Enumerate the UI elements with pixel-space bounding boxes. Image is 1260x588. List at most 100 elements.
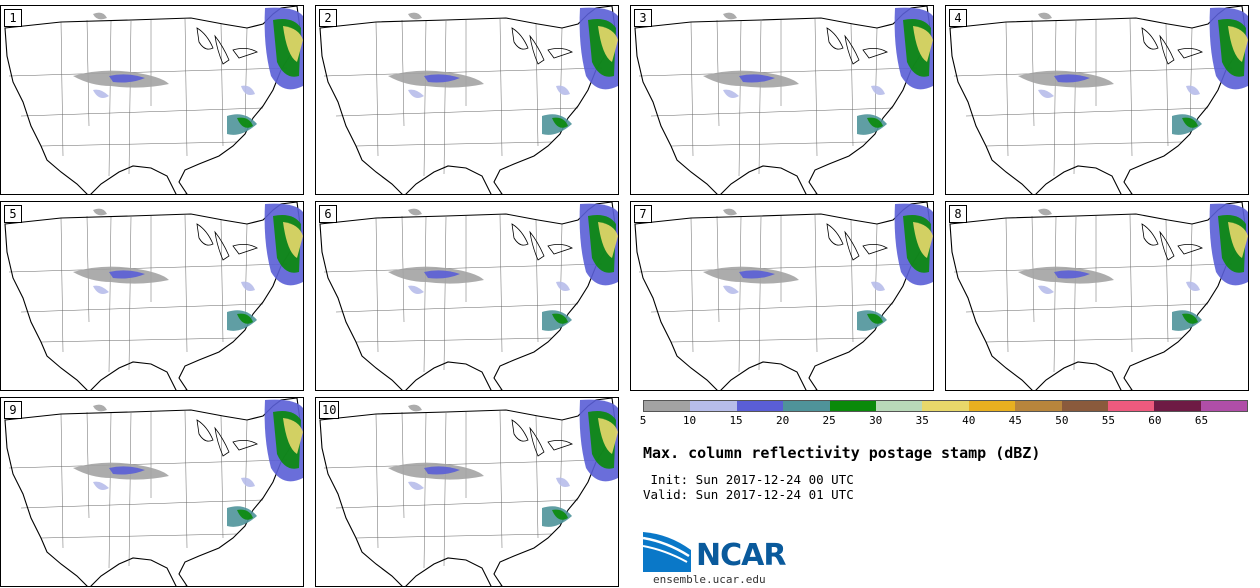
colorbar-swatch [644, 401, 691, 411]
state-boundary [985, 141, 1183, 147]
colorbar-swatch [1154, 401, 1201, 411]
state-boundary [20, 107, 264, 117]
reflectivity-echo [93, 404, 107, 412]
state-boundary [220, 415, 224, 539]
state-boundary [965, 303, 1209, 313]
colorbar-swatch [922, 401, 969, 411]
panel-label: 9 [4, 401, 22, 419]
state-boundary [1005, 217, 1009, 353]
reflectivity-echo [867, 117, 883, 128]
state-boundary [535, 23, 539, 147]
state-boundary [1053, 20, 1057, 177]
state-boundary [850, 219, 854, 343]
reflectivity-echo [598, 418, 618, 454]
colorbar-tick-label: 10 [682, 414, 697, 427]
country-outline [949, 6, 1247, 194]
reflectivity-echo [109, 74, 145, 83]
panel-label: 5 [4, 205, 22, 223]
state-boundary [8, 459, 288, 469]
country-outline [4, 398, 302, 586]
map-canvas [4, 398, 303, 586]
state-boundary [814, 214, 818, 353]
state-boundary [1005, 21, 1009, 157]
reflectivity-echo [1228, 222, 1248, 258]
panel-label: 2 [319, 9, 337, 27]
colorbar-tick-label: 25 [822, 414, 836, 427]
colorbar-swatch [1107, 401, 1155, 411]
state-boundary [220, 219, 224, 343]
reflectivity-echo [241, 281, 255, 291]
state-boundary [128, 412, 132, 567]
state-boundary [184, 410, 188, 549]
ncar-logo-icon [643, 532, 691, 572]
map-panel-10: 10 [315, 397, 619, 587]
reflectivity-echo [93, 285, 109, 294]
state-boundary [108, 216, 112, 373]
reflectivity-echo [237, 509, 253, 520]
reflectivity-echo [1038, 89, 1054, 98]
reflectivity-echo [556, 85, 570, 95]
colorbar-swatch [690, 401, 737, 411]
colorbar-swatch [1015, 401, 1062, 411]
reflectivity-echo [867, 313, 883, 324]
reflectivity-echo [1038, 285, 1054, 294]
colorbar-tick-label: 20 [775, 414, 790, 427]
reflectivity-echo [93, 208, 107, 216]
great-lakes [196, 223, 258, 261]
reflectivity-echo [424, 74, 460, 83]
state-boundary [355, 533, 553, 539]
state-boundary [738, 216, 742, 373]
state-boundary [443, 412, 447, 567]
state-boundary [670, 337, 868, 343]
colorbar-tick-label: 60 [1148, 414, 1162, 427]
reflectivity-echo [109, 270, 145, 279]
great-lakes [826, 223, 888, 261]
colorbar-swatch [968, 401, 1016, 411]
country-outline [949, 202, 1247, 390]
country-outline [319, 398, 617, 586]
state-boundary [1189, 223, 1193, 329]
state-boundary [355, 141, 553, 147]
state-boundary [874, 27, 878, 133]
valid-time: Valid: Sun 2017-12-24 01 UTC [643, 487, 854, 502]
colorbar-tick-label: 30 [869, 414, 883, 427]
state-boundary [128, 20, 132, 175]
reflectivity-echo [552, 117, 568, 128]
reflectivity-echo [723, 285, 739, 294]
state-boundary [559, 419, 563, 525]
panel-label: 3 [634, 9, 652, 27]
state-boundary [40, 141, 238, 147]
map-canvas [634, 202, 933, 390]
state-boundary [1053, 216, 1057, 373]
state-boundary [650, 303, 894, 313]
reflectivity-echo [1054, 74, 1090, 83]
reflectivity-echo [723, 12, 737, 20]
map-panel-1: 1 [0, 5, 304, 195]
state-boundary [375, 21, 379, 157]
state-boundary [20, 303, 264, 313]
country-outline [634, 6, 932, 194]
state-boundary [1165, 219, 1169, 343]
reflectivity-echo [1182, 313, 1198, 324]
logo-url: ensemble.ucar.edu [653, 573, 766, 586]
colorbar-tick-label: 65 [1194, 414, 1209, 427]
panel-label: 7 [634, 205, 652, 223]
state-boundary [40, 533, 238, 539]
colorbar-tick-label: 45 [1008, 414, 1022, 427]
great-lakes [1141, 223, 1203, 261]
reflectivity-echo [237, 313, 253, 324]
map-panel-3: 3 [630, 5, 934, 195]
state-boundary [670, 141, 868, 147]
reflectivity-echo [913, 26, 933, 62]
panel-label: 8 [949, 205, 967, 223]
state-boundary [108, 412, 112, 569]
state-boundary [184, 214, 188, 353]
state-boundary [758, 216, 762, 371]
map-canvas [4, 6, 303, 194]
state-boundary [499, 18, 503, 157]
reflectivity-echo [1186, 85, 1200, 95]
great-lakes [826, 27, 888, 65]
great-lakes [511, 27, 573, 65]
reflectivity-echo [913, 222, 933, 258]
state-boundary [244, 27, 248, 133]
